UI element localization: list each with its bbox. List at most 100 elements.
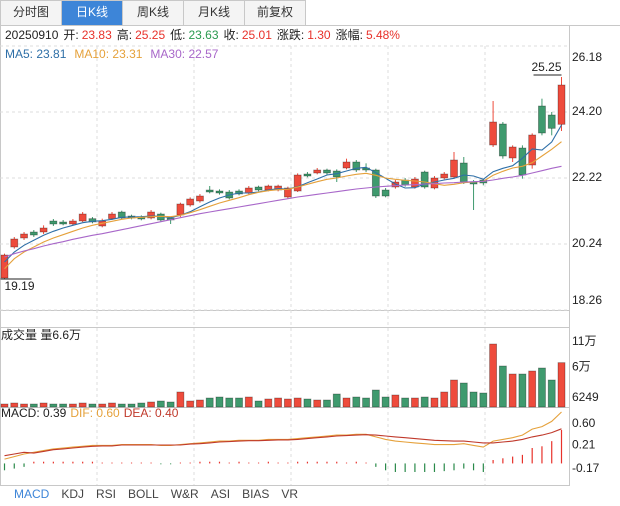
volume-bar: [332, 393, 341, 408]
tab[interactable]: 周K线: [122, 0, 184, 26]
max-label: 25.25: [531, 60, 561, 74]
candle-body: [186, 198, 195, 206]
candle-body: [528, 134, 537, 166]
price-header: 20250910 开: 23.83 高: 25.25 低: 23.63 收: 25.01 涨跌: 1…: [5, 27, 400, 42]
date: 20250910: [5, 28, 59, 42]
candle-body: [313, 169, 322, 174]
tab-label: 分时图: [13, 5, 49, 19]
volume-bar: [420, 396, 429, 408]
volume-bar: [547, 379, 556, 408]
indicator-tab[interactable]: BIAS: [242, 487, 269, 501]
candle-body: [29, 231, 38, 236]
candle-body: [147, 211, 155, 219]
indicator-tab[interactable]: MACD: [14, 487, 50, 501]
volume-bar: [156, 400, 165, 408]
header-label: 低:: [170, 28, 185, 42]
tab[interactable]: 日K线: [61, 0, 123, 26]
y-tick-label: 6万: [572, 359, 591, 373]
candle-body: [508, 146, 517, 159]
volume-bar: [411, 397, 419, 408]
tab-background: [0, 0, 62, 26]
candle-body: [0, 254, 9, 279]
legend-entry: MA10: 23.31: [74, 47, 142, 61]
y-tick-label: 22.22: [572, 170, 602, 184]
y-tick-label: 26.18: [572, 50, 602, 64]
volume-bar: [137, 402, 146, 408]
y-tick-label: 0.60: [572, 416, 596, 430]
y-tick-label: -0.17: [572, 461, 600, 475]
header-label: 收:: [224, 28, 239, 42]
volume-bar: [489, 343, 497, 408]
header-value: 23.63: [188, 28, 218, 42]
candle-body: [69, 220, 77, 225]
indicator-tab[interactable]: BOLL: [128, 487, 159, 501]
candle-body: [371, 169, 380, 197]
volume-bar: [108, 402, 116, 408]
candle-body: [498, 123, 507, 157]
volume-bar: [244, 396, 253, 408]
candle-body: [303, 173, 312, 177]
header-value: 5.48%: [366, 28, 400, 42]
volume-bar: [147, 401, 155, 408]
volume-bar: [49, 403, 58, 408]
candle-body: [59, 221, 68, 225]
volume-bar: [196, 399, 204, 408]
macd-line: [4, 428, 562, 457]
candle-body: [205, 189, 214, 193]
candle-body: [538, 105, 546, 134]
candle-body: [49, 220, 58, 225]
candle-body: [440, 173, 449, 179]
candle-body: [293, 174, 302, 192]
candle-body: [450, 159, 458, 178]
candle-body: [323, 169, 331, 174]
candle-body: [176, 203, 185, 216]
tab-background: [183, 0, 245, 26]
legend-entry: MACD: 0.39: [1, 406, 67, 420]
volume-bar: [293, 397, 302, 408]
volume-bar: [459, 382, 468, 408]
candle-body: [283, 187, 292, 198]
volume-bar: [450, 379, 458, 408]
header-label: 涨幅:: [336, 27, 363, 42]
volume-bar: [518, 373, 527, 408]
indicator-tab[interactable]: RSI: [96, 487, 116, 501]
volume-bar: [498, 365, 507, 408]
volume-bar: [88, 403, 97, 408]
y-tick-label: 11万: [572, 334, 596, 348]
volume-bar: [469, 391, 478, 408]
volume-bar: [20, 403, 28, 408]
volume-bar: [557, 362, 566, 408]
ma-line: [4, 124, 562, 263]
volume-bar: [479, 392, 488, 408]
volume-bar: [283, 398, 292, 408]
tab[interactable]: 分时图: [0, 0, 62, 26]
y-tick-label: 0.21: [572, 438, 596, 452]
volume-bar: [371, 389, 380, 408]
indicator-tab[interactable]: ASI: [211, 487, 230, 501]
volume-bar: [430, 397, 439, 408]
candle-body: [20, 233, 28, 239]
candle-body: [557, 84, 566, 125]
candle-body: [518, 147, 527, 176]
indicator-tab[interactable]: VR: [281, 487, 298, 501]
candle-body: [108, 213, 116, 220]
indicator-tab[interactable]: W&R: [171, 487, 199, 501]
y-tick-label: 18.26: [572, 293, 602, 307]
tab-label: 月K线: [198, 5, 230, 19]
candle-body: [78, 213, 87, 222]
volume-bar: [127, 403, 136, 408]
volume-bar: [59, 403, 68, 408]
y-tick-label: 20.24: [572, 236, 602, 250]
indicator-tab[interactable]: KDJ: [61, 487, 84, 501]
volume-bar: [440, 391, 449, 408]
volume-bar: [186, 400, 195, 408]
header-label: 高:: [117, 27, 132, 42]
tab[interactable]: 前复权: [244, 0, 306, 26]
volume-bar: [323, 399, 331, 408]
header-value: 23.83: [82, 28, 112, 42]
volume-bar: [10, 402, 19, 408]
tab[interactable]: 月K线: [183, 0, 245, 26]
volume-title: 成交量 量6.6万: [1, 327, 81, 342]
tab-background: [122, 0, 184, 26]
